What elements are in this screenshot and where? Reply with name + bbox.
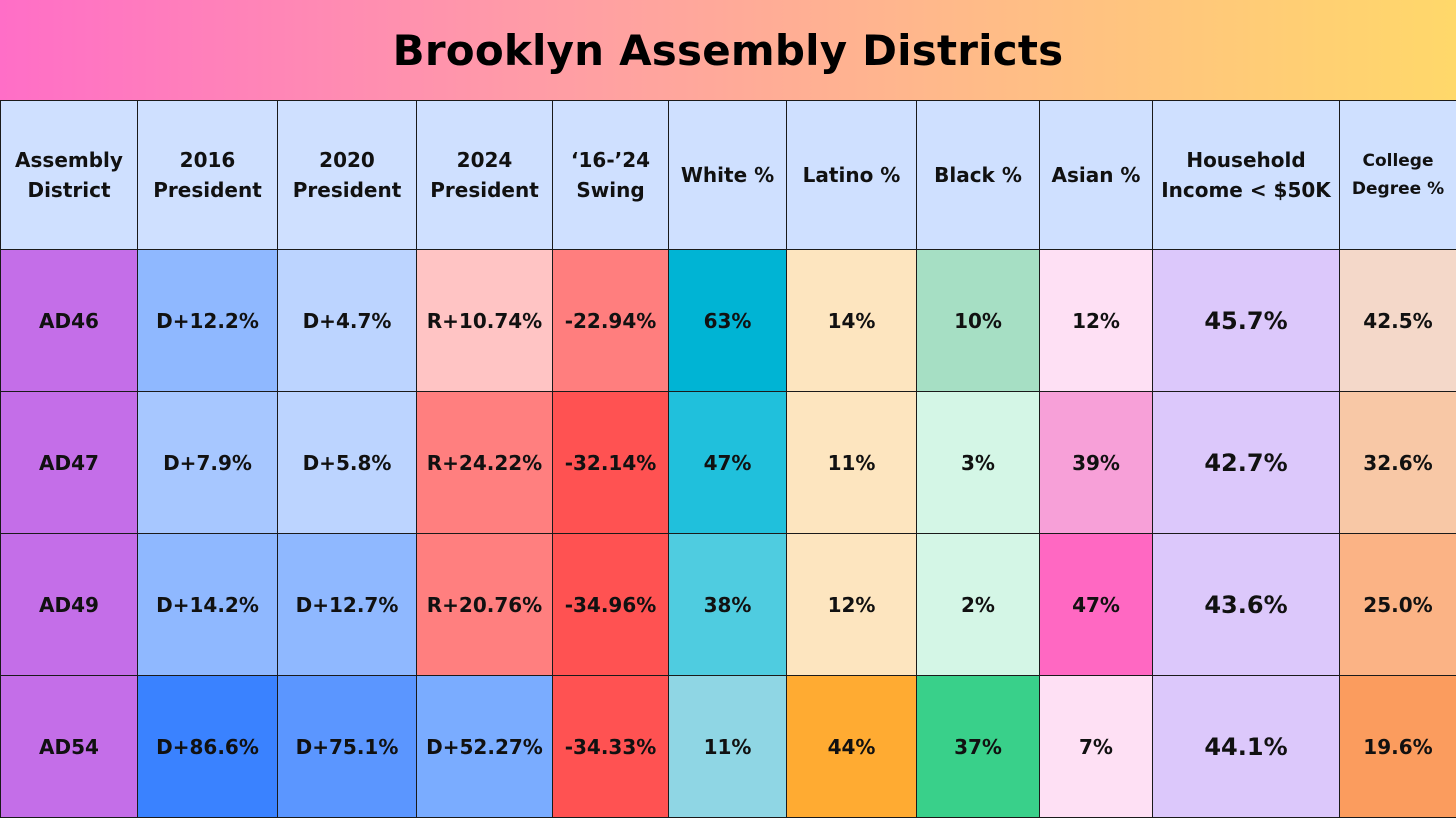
table-cell-p2020: D+5.8% [277, 391, 417, 534]
table-cell-latino: 14% [786, 249, 917, 392]
table-cell-income: 44.1% [1152, 675, 1340, 818]
table-cell-latino: 12% [786, 533, 917, 676]
table-cell-district: AD46 [0, 249, 138, 392]
table-cell-latino: 44% [786, 675, 917, 818]
column-header-line: ‘16-’24 [570, 148, 651, 172]
column-header-line: Latino % [802, 163, 901, 187]
column-header-line: College [1362, 151, 1434, 171]
column-header-line: Assembly [15, 148, 123, 172]
table-cell-college: 32.6% [1339, 391, 1456, 534]
table-cell-college: 42.5% [1339, 249, 1456, 392]
title-banner: Brooklyn Assembly Districts [0, 0, 1456, 100]
column-header-income: Household Income < $50K [1152, 100, 1340, 250]
column-header-line: President [153, 178, 262, 202]
table-cell-district: AD47 [0, 391, 138, 534]
table-row: AD54 D+86.6% D+75.1% D+52.27% -34.33% 11% 44% 3… [0, 675, 1456, 818]
column-header-swing: ‘16-’24 Swing [552, 100, 669, 250]
table-row: AD49 D+14.2% D+12.7% R+20.76% -34.96% 38% 12% 2… [0, 533, 1456, 676]
table-row: AD46 D+12.2% D+4.7% R+10.74% -22.94% 63% 14% 10… [0, 249, 1456, 392]
table-cell-district: AD54 [0, 675, 138, 818]
table-cell-p2024: R+20.76% [416, 533, 553, 676]
column-header-line: 2016 [179, 148, 236, 172]
column-header-line: Income < $50K [1161, 178, 1331, 202]
column-header-line: White % [680, 163, 775, 187]
table-cell-white: 38% [668, 533, 787, 676]
column-header-district: Assembly District [0, 100, 138, 250]
table-cell-black: 3% [916, 391, 1040, 534]
table-cell-swing: -34.33% [552, 675, 669, 818]
table-cell-white: 63% [668, 249, 787, 392]
table-cell-income: 45.7% [1152, 249, 1340, 392]
column-header-black: Black % [916, 100, 1040, 250]
column-header-asian: Asian % [1039, 100, 1153, 250]
table-cell-swing: -34.96% [552, 533, 669, 676]
table-cell-swing: -22.94% [552, 249, 669, 392]
column-header-line: Household [1186, 148, 1306, 172]
table-cell-p2020: D+12.7% [277, 533, 417, 676]
table-row: AD47 D+7.9% D+5.8% R+24.22% -32.14% 47% 11% 3% 3… [0, 391, 1456, 534]
column-header-line: Degree % [1351, 179, 1445, 199]
column-header-line: Swing [576, 178, 645, 202]
column-header-line: Black % [934, 163, 1022, 187]
column-header-line: Asian % [1051, 163, 1141, 187]
column-header-latino: Latino % [786, 100, 917, 250]
table-cell-income: 43.6% [1152, 533, 1340, 676]
table-cell-black: 37% [916, 675, 1040, 818]
column-header-college: College Degree % [1339, 100, 1456, 250]
table-cell-white: 11% [668, 675, 787, 818]
table-cell-p2016: D+7.9% [137, 391, 278, 534]
table-cell-p2020: D+75.1% [277, 675, 417, 818]
column-header-line: President [430, 178, 539, 202]
table-cell-p2020: D+4.7% [277, 249, 417, 392]
column-header-white: White % [668, 100, 787, 250]
column-header-p2016: 2016 President [137, 100, 278, 250]
column-header-p2024: 2024 President [416, 100, 553, 250]
table-header-row: Assembly District 2016 President 2020 Preside… [0, 100, 1456, 250]
table-cell-swing: -32.14% [552, 391, 669, 534]
column-header-line: 2020 [319, 148, 375, 172]
table-cell-p2024: R+24.22% [416, 391, 553, 534]
table-cell-p2016: D+86.6% [137, 675, 278, 818]
column-header-line: 2024 [456, 148, 513, 172]
column-header-line: President [292, 178, 402, 202]
table-cell-p2016: D+12.2% [137, 249, 278, 392]
table-cell-college: 25.0% [1339, 533, 1456, 676]
table-cell-income: 42.7% [1152, 391, 1340, 534]
table-cell-asian: 47% [1039, 533, 1153, 676]
page-title: Brooklyn Assembly Districts [392, 25, 1064, 75]
column-header-p2020: 2020 President [277, 100, 417, 250]
table-cell-district: AD49 [0, 533, 138, 676]
column-header-line: District [27, 178, 111, 202]
table-cell-p2024: R+10.74% [416, 249, 553, 392]
table-cell-asian: 12% [1039, 249, 1153, 392]
districts-table: Assembly District 2016 President 2020 Preside… [0, 100, 1456, 818]
table-cell-p2016: D+14.2% [137, 533, 278, 676]
table-body: AD46 D+12.2% D+4.7% R+10.74% -22.94% 63% 14% 10… [0, 249, 1456, 818]
table-cell-white: 47% [668, 391, 787, 534]
table-cell-asian: 7% [1039, 675, 1153, 818]
table-cell-asian: 39% [1039, 391, 1153, 534]
table-cell-p2024: D+52.27% [416, 675, 553, 818]
table-cell-black: 10% [916, 249, 1040, 392]
table-cell-latino: 11% [786, 391, 917, 534]
table-cell-college: 19.6% [1339, 675, 1456, 818]
table-cell-black: 2% [916, 533, 1040, 676]
